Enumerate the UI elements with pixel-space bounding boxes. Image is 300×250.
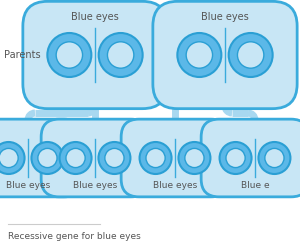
- FancyBboxPatch shape: [153, 1, 297, 109]
- Circle shape: [229, 33, 273, 77]
- Text: Blue eyes: Blue eyes: [153, 181, 197, 190]
- Text: Blue eyes: Blue eyes: [73, 181, 117, 190]
- Text: Blue eyes: Blue eyes: [201, 12, 249, 22]
- Circle shape: [178, 142, 210, 174]
- Circle shape: [47, 33, 91, 77]
- Text: Recessive gene for blue eyes: Recessive gene for blue eyes: [8, 232, 141, 241]
- Circle shape: [98, 142, 130, 174]
- FancyBboxPatch shape: [0, 119, 82, 197]
- Circle shape: [220, 142, 252, 174]
- Circle shape: [140, 142, 172, 174]
- Circle shape: [146, 148, 165, 168]
- FancyBboxPatch shape: [121, 119, 229, 197]
- FancyBboxPatch shape: [41, 119, 149, 197]
- Circle shape: [238, 42, 264, 68]
- Circle shape: [0, 148, 18, 168]
- Circle shape: [32, 142, 63, 174]
- Circle shape: [186, 42, 212, 68]
- Text: Blue eyes: Blue eyes: [6, 181, 50, 190]
- Text: Parents: Parents: [4, 50, 40, 60]
- Circle shape: [99, 33, 143, 77]
- Text: Blue eyes: Blue eyes: [71, 12, 119, 22]
- Circle shape: [185, 148, 204, 168]
- Circle shape: [105, 148, 124, 168]
- Circle shape: [177, 33, 221, 77]
- Circle shape: [38, 148, 57, 168]
- Circle shape: [265, 148, 284, 168]
- Circle shape: [56, 42, 82, 68]
- FancyBboxPatch shape: [23, 1, 167, 109]
- Circle shape: [66, 148, 85, 168]
- Circle shape: [226, 148, 245, 168]
- Circle shape: [0, 142, 25, 174]
- Circle shape: [258, 142, 290, 174]
- Circle shape: [107, 42, 134, 68]
- FancyBboxPatch shape: [201, 119, 300, 197]
- Text: Blue e: Blue e: [241, 181, 269, 190]
- Circle shape: [60, 142, 92, 174]
